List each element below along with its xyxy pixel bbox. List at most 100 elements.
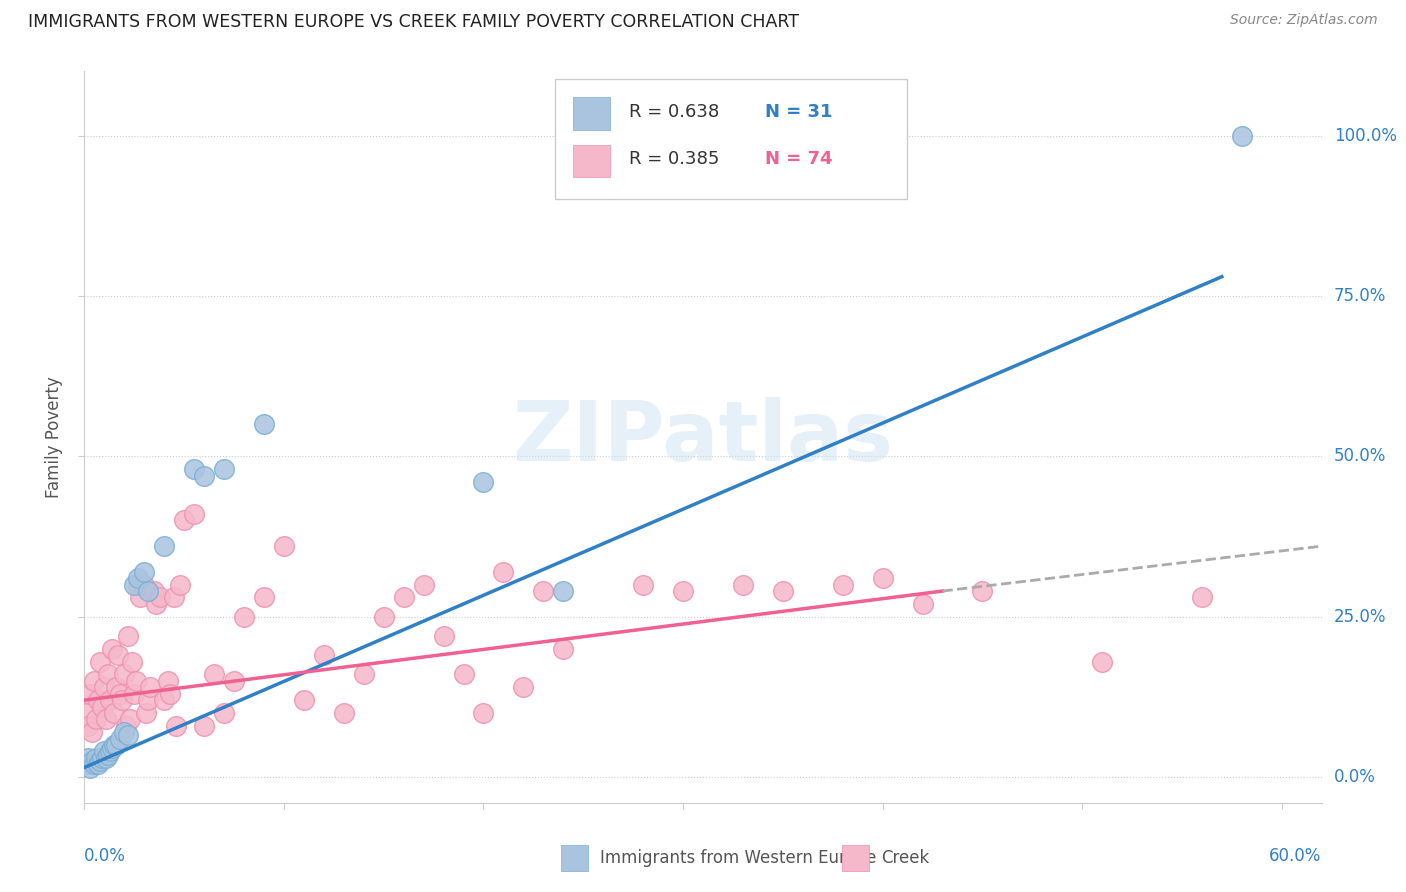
Point [82, 754, 104, 768]
Point [120, 712, 142, 726]
Bar [561, 846, 588, 871]
Text: 100.0%: 100.0% [1334, 127, 1398, 145]
Point [222, 673, 245, 688]
Point [173, 514, 195, 528]
Point [91, 699, 114, 714]
Point [134, 577, 156, 591]
Point [153, 693, 176, 707]
Text: 75.0%: 75.0% [1334, 287, 1386, 305]
Point [101, 741, 124, 756]
Bar [574, 97, 610, 130]
FancyBboxPatch shape [554, 78, 907, 200]
Bar [574, 145, 610, 178]
Point [86, 712, 108, 726]
Text: R = 0.385: R = 0.385 [628, 150, 718, 168]
Point [79, 760, 101, 774]
Point [512, 681, 534, 695]
Text: 0.0%: 0.0% [84, 847, 127, 864]
Point [103, 706, 125, 720]
Point [103, 738, 125, 752]
Text: Creek: Creek [882, 848, 929, 867]
Point [432, 629, 454, 643]
Point [129, 591, 152, 605]
Point [392, 591, 415, 605]
Point [127, 577, 149, 591]
Point [153, 539, 176, 553]
Point [373, 609, 395, 624]
Point [125, 673, 148, 688]
Point [96, 751, 118, 765]
Point [89, 655, 111, 669]
Point [91, 751, 114, 765]
Point [412, 577, 434, 591]
Text: 25.0%: 25.0% [1334, 607, 1386, 625]
Point [112, 667, 135, 681]
Point [105, 738, 128, 752]
Text: Immigrants from Western Europe: Immigrants from Western Europe [600, 848, 877, 867]
Text: ZIPatlas: ZIPatlas [513, 397, 893, 477]
Point [553, 584, 575, 599]
Point [77, 719, 100, 733]
Point [553, 641, 575, 656]
Point [93, 744, 115, 758]
Point [212, 706, 235, 720]
Point [143, 584, 166, 599]
Point [98, 744, 121, 758]
Point [86, 751, 108, 765]
Point [672, 584, 695, 599]
Point [83, 673, 105, 688]
Text: N = 74: N = 74 [765, 150, 832, 168]
Point [117, 728, 139, 742]
Point [193, 468, 215, 483]
Point [87, 693, 110, 707]
Point [157, 673, 180, 688]
Point [83, 757, 105, 772]
Point [89, 754, 111, 768]
Point [79, 687, 101, 701]
Point [312, 648, 335, 663]
Point [139, 681, 162, 695]
Point [531, 584, 554, 599]
Point [163, 591, 186, 605]
Point [145, 597, 167, 611]
Text: 50.0%: 50.0% [1334, 447, 1386, 466]
Point [911, 597, 934, 611]
Point [110, 731, 132, 746]
Point [107, 648, 129, 663]
Point [98, 693, 121, 707]
Point [333, 706, 356, 720]
Point [93, 681, 115, 695]
Point [1191, 591, 1213, 605]
Point [77, 751, 100, 765]
Point [101, 641, 124, 656]
Point [492, 565, 515, 579]
Point [112, 725, 135, 739]
Point [772, 584, 794, 599]
Point [183, 462, 205, 476]
Point [165, 719, 187, 733]
Point [831, 577, 853, 591]
Point [159, 687, 181, 701]
Point [472, 475, 495, 489]
Text: IMMIGRANTS FROM WESTERN EUROPE VS CREEK FAMILY POVERTY CORRELATION CHART: IMMIGRANTS FROM WESTERN EUROPE VS CREEK … [28, 13, 799, 31]
Point [193, 719, 215, 733]
Point [96, 712, 118, 726]
Point [233, 609, 256, 624]
Point [127, 571, 149, 585]
Point [115, 719, 138, 733]
Point [472, 706, 495, 720]
Point [105, 681, 128, 695]
Point [122, 687, 145, 701]
Point [202, 667, 225, 681]
Point [872, 571, 894, 585]
Point [731, 577, 754, 591]
Point [136, 693, 159, 707]
Point [453, 667, 475, 681]
Point [134, 565, 156, 579]
Point [110, 687, 132, 701]
Point [111, 693, 134, 707]
Point [136, 584, 159, 599]
Bar [842, 846, 869, 871]
Text: Source: ZipAtlas.com: Source: ZipAtlas.com [1230, 13, 1378, 28]
Point [82, 725, 104, 739]
